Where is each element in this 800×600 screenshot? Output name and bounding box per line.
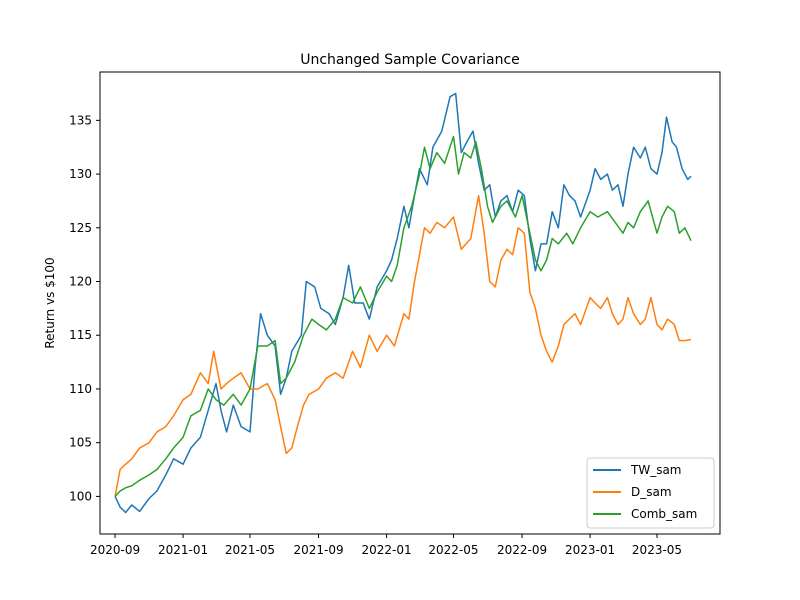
plot-frame xyxy=(99,71,721,535)
legend-box xyxy=(586,457,715,529)
y-tick-label: 125 xyxy=(69,221,92,235)
y-tick-label: 100 xyxy=(69,489,92,503)
y-tick-label: 105 xyxy=(69,436,92,450)
x-tick-label: 2020-09 xyxy=(90,543,140,557)
y-tick-label: 120 xyxy=(69,275,92,289)
x-tick-label: 2021-05 xyxy=(225,543,275,557)
y-axis: 100 105 110 115 120 125 130 135 xyxy=(69,113,100,503)
y-tick-label: 135 xyxy=(69,113,92,127)
legend-label-tw-sam: TW_sam xyxy=(630,463,682,477)
x-axis: 2020-09 2021-01 2021-05 2021-09 2022-01 2022-… xyxy=(90,534,682,557)
chart-title: Unchanged Sample Covariance xyxy=(300,52,520,68)
x-tick-label: 2022-05 xyxy=(428,543,478,557)
y-tick-label: 110 xyxy=(69,382,92,396)
series-layer xyxy=(114,92,692,514)
x-tick-label: 2023-01 xyxy=(565,543,615,557)
x-tick-label: 2021-01 xyxy=(158,543,208,557)
x-tick-label: 2022-01 xyxy=(362,543,412,557)
x-tick-label: 2023-05 xyxy=(632,543,682,557)
y-tick-label: 115 xyxy=(69,328,92,342)
y-axis-label: Return vs $100 xyxy=(43,257,57,348)
legend-label-comb-sam: Comb_sam xyxy=(631,507,697,521)
series-line-d-sam xyxy=(114,194,692,497)
series-line-comb-sam xyxy=(114,135,692,497)
legend-label-d-sam: D_sam xyxy=(631,485,672,499)
y-tick-label: 130 xyxy=(69,167,92,181)
legend: TW_sam D_sam Comb_sam xyxy=(586,457,715,529)
x-tick-label: 2022-09 xyxy=(497,543,547,557)
x-tick-label: 2021-09 xyxy=(293,543,343,557)
